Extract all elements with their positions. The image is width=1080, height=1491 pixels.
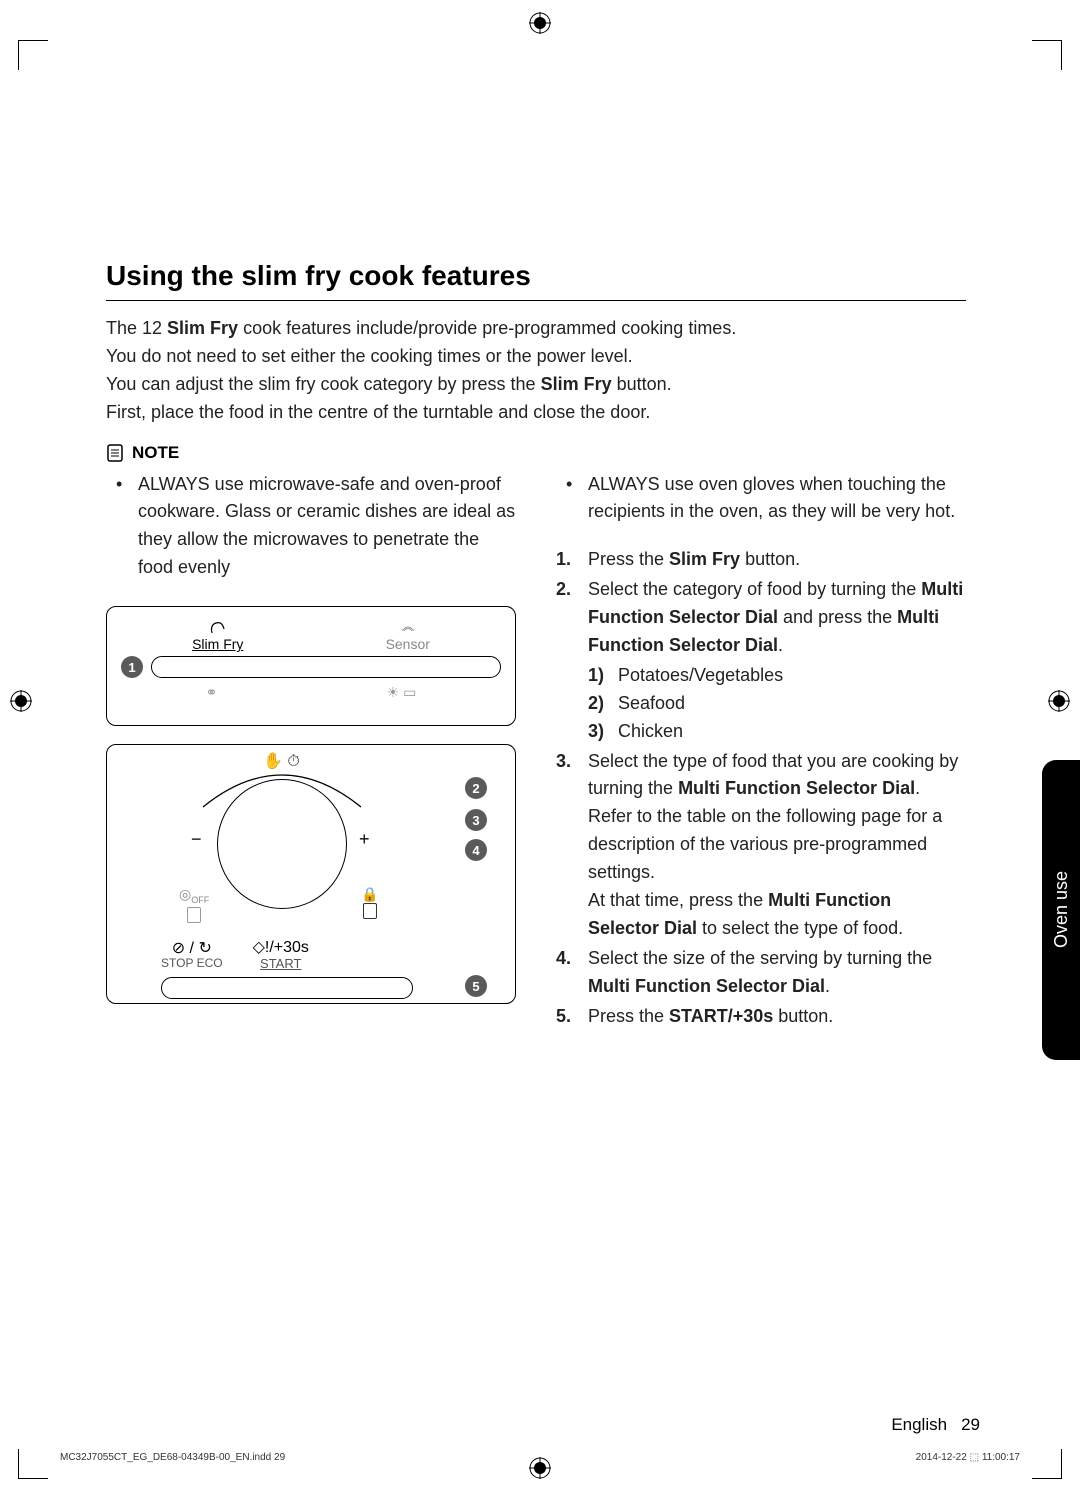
crop-mark bbox=[1032, 40, 1062, 70]
crop-mark bbox=[1032, 1449, 1062, 1479]
page-title: Using the slim fry cook features bbox=[106, 260, 966, 301]
footline-file: MC32J7055CT_EG_DE68-04349B-00_EN.indd 29 bbox=[60, 1452, 285, 1463]
step-item: 3.Select the type of food that you are c… bbox=[556, 748, 966, 943]
registration-mark bbox=[1048, 690, 1070, 712]
note-list: ALWAYS use oven gloves when touching the… bbox=[556, 471, 966, 527]
icon-row: ☀ ▭ bbox=[387, 684, 417, 701]
substep-item: 1)Potatoes/Vegetables bbox=[588, 662, 966, 690]
selector-dial bbox=[217, 779, 347, 909]
print-footline: MC32J7055CT_EG_DE68-04349B-00_EN.indd 29… bbox=[60, 1452, 1020, 1463]
intro-line: You do not need to set either the cookin… bbox=[106, 343, 966, 371]
footer-language: English bbox=[891, 1415, 947, 1435]
start-button-label: ◇!/+30sSTART bbox=[253, 939, 309, 971]
intro-line: The 12 Slim Fry cook features include/pr… bbox=[106, 315, 966, 343]
step-item: 2.Select the category of food by turning… bbox=[556, 576, 966, 745]
page-footer: English 29 bbox=[100, 1415, 980, 1435]
note-item: ALWAYS use microwave-safe and oven-proof… bbox=[106, 471, 516, 583]
note-label: NOTE bbox=[132, 443, 179, 463]
intro-line: You can adjust the slim fry cook categor… bbox=[106, 371, 966, 399]
off-icon: ◎OFF bbox=[179, 887, 209, 925]
section-tab: Oven use bbox=[1042, 760, 1080, 1060]
callout-5: 5 bbox=[465, 975, 487, 997]
footer-page-number: 29 bbox=[961, 1415, 980, 1435]
step-item: 4.Select the size of the serving by turn… bbox=[556, 945, 966, 1001]
registration-mark bbox=[529, 12, 551, 34]
sensor-label: Sensor bbox=[386, 620, 430, 652]
intro-block: The 12 Slim Fry cook features include/pr… bbox=[106, 315, 966, 427]
steps-list: 1.Press the Slim Fry button. 2.Select th… bbox=[556, 546, 966, 1030]
stop-button-label: ⊘ / ↻STOP ECO bbox=[161, 940, 223, 971]
lock-icon: 🔒 bbox=[361, 887, 378, 921]
button-outline bbox=[151, 656, 501, 678]
dial-icons: ✋ ⏱ bbox=[263, 751, 300, 771]
icon-row: ⚭ bbox=[206, 684, 218, 701]
substep-item: 2)Seafood bbox=[588, 690, 966, 718]
plus-icon: + bbox=[359, 829, 370, 850]
crop-mark bbox=[18, 40, 48, 70]
note-icon bbox=[106, 443, 124, 463]
note-list: ALWAYS use microwave-safe and oven-proof… bbox=[106, 471, 516, 583]
minus-icon: − bbox=[191, 829, 202, 850]
section-tab-label: Oven use bbox=[1051, 871, 1072, 948]
slim-fry-label: Slim Fry bbox=[192, 619, 243, 652]
step-item: 5.Press the START/+30s button. bbox=[556, 1003, 966, 1031]
button-outline bbox=[161, 977, 413, 999]
substep-item: 3)Chicken bbox=[588, 718, 966, 746]
control-panel-diagram-1: Slim Fry Sensor 1 ⚭ ☀ ▭ bbox=[106, 606, 516, 726]
crop-mark bbox=[18, 1449, 48, 1479]
callout-2: 2 bbox=[465, 777, 487, 799]
callout-1: 1 bbox=[121, 656, 143, 678]
note-item: ALWAYS use oven gloves when touching the… bbox=[556, 471, 966, 527]
control-panel-diagram-2: ✋ ⏱ − + ◎OFF 🔒 ⊘ / ↻STOP ECO ◇!/+30sSTAR… bbox=[106, 744, 516, 1004]
callout-3: 3 bbox=[465, 809, 487, 831]
note-heading: NOTE bbox=[106, 443, 966, 463]
callout-4: 4 bbox=[465, 839, 487, 861]
step-item: 1.Press the Slim Fry button. bbox=[556, 546, 966, 574]
footline-date: 2014-12-22 ⬚ 11:00:17 bbox=[916, 1452, 1020, 1463]
intro-line: First, place the food in the centre of t… bbox=[106, 399, 966, 427]
registration-mark bbox=[10, 690, 32, 712]
substeps-list: 1)Potatoes/Vegetables 2)Seafood 3)Chicke… bbox=[588, 662, 966, 746]
